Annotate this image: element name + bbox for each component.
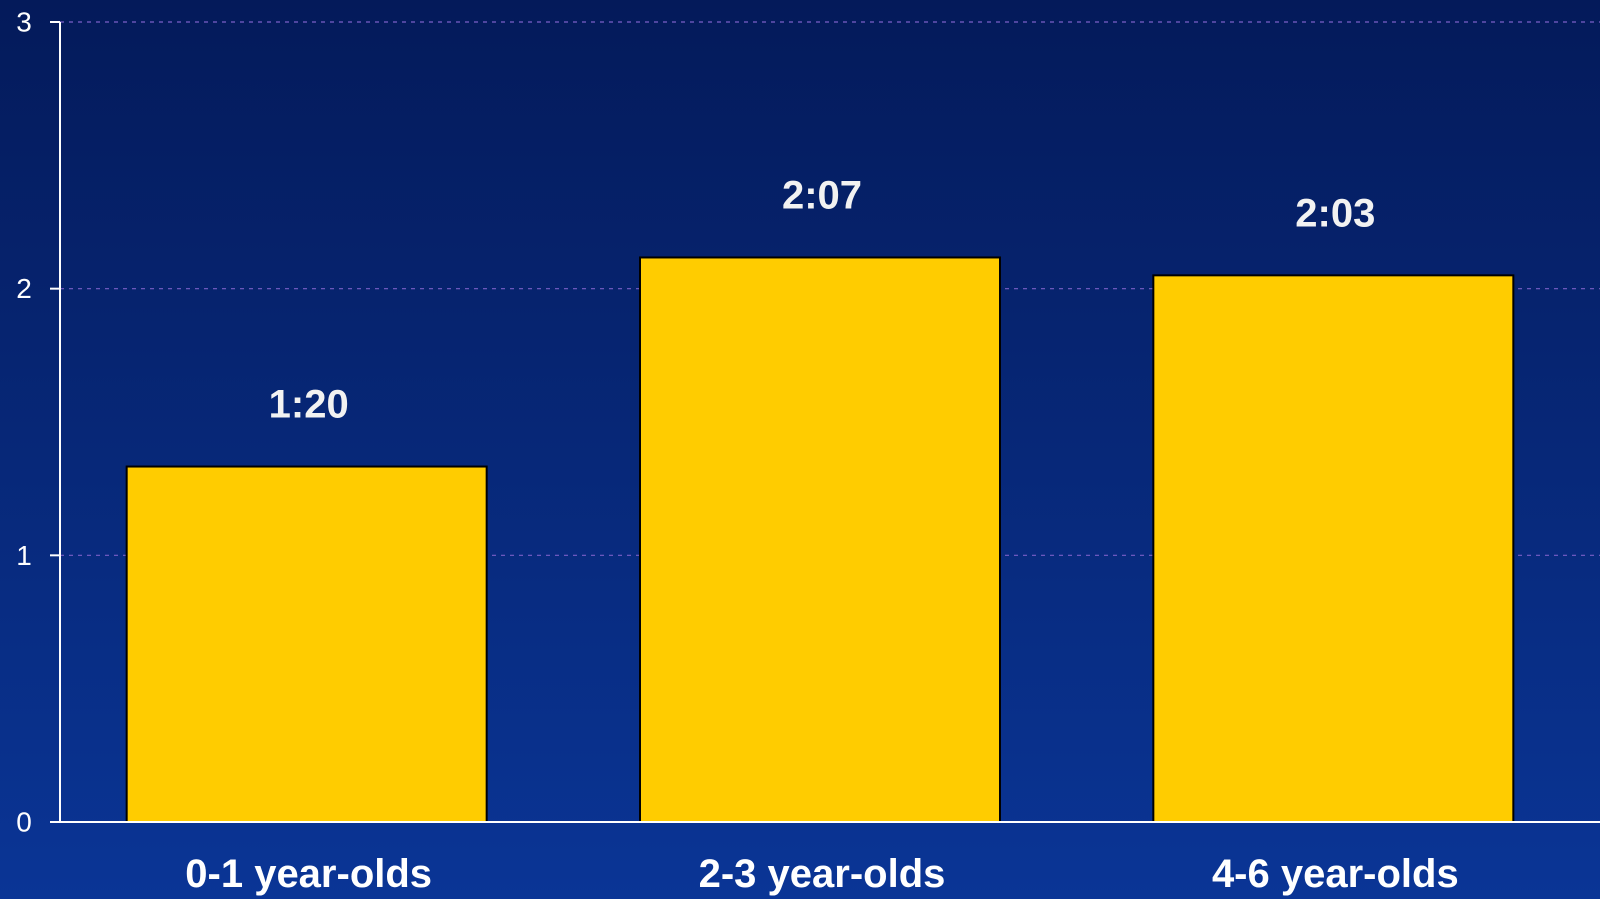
x-category-label-0: 0-1 year-olds: [185, 852, 432, 896]
data-label-0: 1:20: [269, 383, 349, 427]
y-tick-label-2: 2: [16, 273, 32, 304]
y-tick-label-1: 1: [16, 540, 32, 571]
data-label-1: 2:07: [782, 173, 862, 217]
data-label-2: 2:03: [1295, 191, 1375, 235]
bar-2: [1152, 274, 1515, 824]
x-category-label-1: 2-3 year-olds: [699, 852, 946, 896]
labels: 0 1 2 3 1:20 0-1 year-olds 2:07 2-3 year-olds 2:…: [16, 7, 1459, 897]
y-tick-label-3: 3: [16, 7, 32, 38]
y-tick-label-0: 0: [16, 807, 32, 838]
bars: [125, 256, 1515, 824]
bar-0: [125, 465, 488, 823]
x-category-label-2: 4-6 year-olds: [1212, 852, 1459, 896]
axes: [50, 21, 1600, 823]
bar-1: [639, 256, 1001, 823]
